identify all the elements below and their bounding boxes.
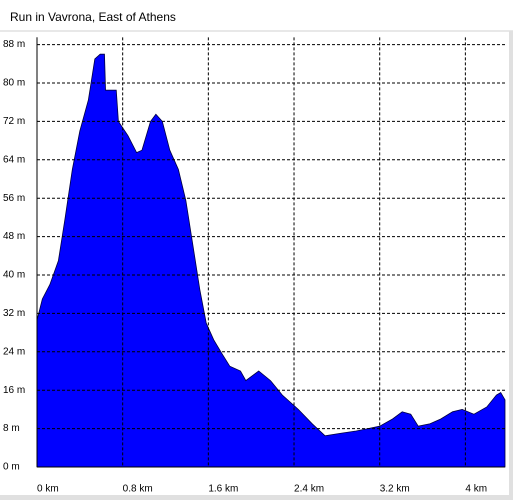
y-tick-label: 24 m <box>3 346 25 357</box>
y-tick-label: 16 m <box>3 385 25 396</box>
y-tick-label: 32 m <box>3 308 25 319</box>
x-tick-label: 0.8 km <box>123 484 153 495</box>
elevation-area <box>36 53 506 468</box>
x-tick-label: 1.6 km <box>208 484 238 495</box>
y-tick-label: 56 m <box>3 193 25 204</box>
y-tick-label: 0 m <box>3 462 20 473</box>
x-tick-label: 4 km <box>465 484 487 495</box>
title-bar <box>0 0 513 31</box>
bottom-border <box>0 495 513 500</box>
right-border <box>509 31 513 500</box>
y-tick-label: 40 m <box>3 270 25 281</box>
y-tick-label: 88 m <box>3 39 25 50</box>
chart-title: Run in Vavrona, East of Athens <box>10 10 176 24</box>
x-tick-label: 2.4 km <box>294 484 324 495</box>
x-tick-label: 0 km <box>37 484 59 495</box>
x-tick-label: 3.2 km <box>380 484 410 495</box>
y-tick-label: 72 m <box>3 116 25 127</box>
y-tick-label: 80 m <box>3 78 25 89</box>
y-tick-label: 64 m <box>3 154 25 165</box>
y-tick-label: 48 m <box>3 231 25 242</box>
y-tick-label: 8 m <box>3 423 20 434</box>
